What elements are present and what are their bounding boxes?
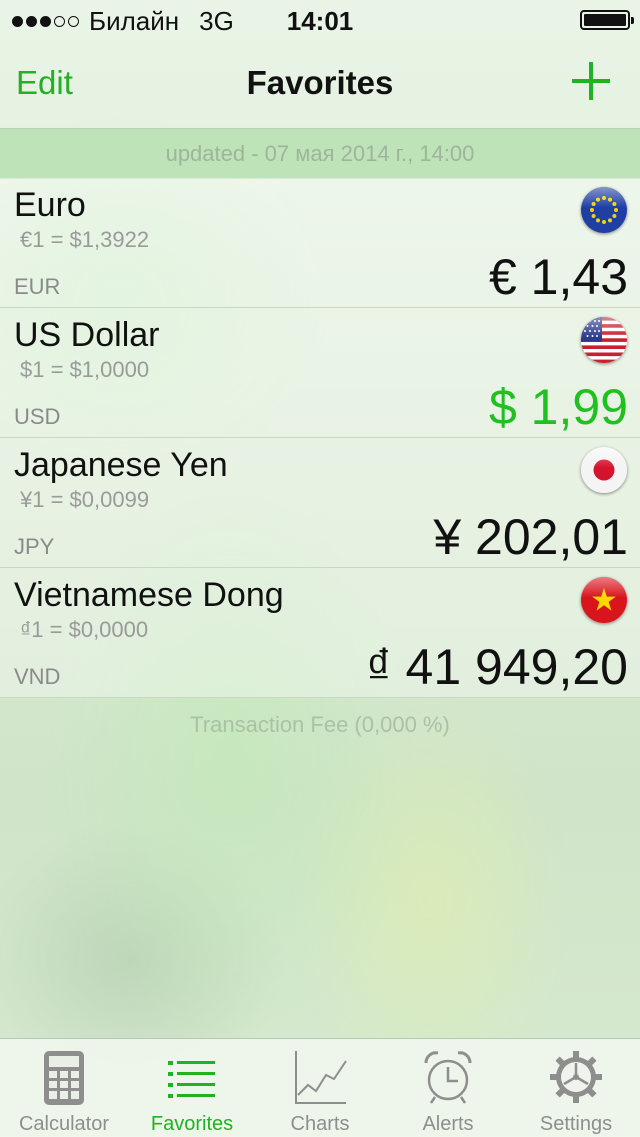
network-type: 3G <box>199 6 234 36</box>
chart-icon <box>295 1051 347 1104</box>
signal-strength-icon <box>12 16 79 27</box>
vietnam-flag-icon <box>581 577 627 623</box>
tab-label: Charts <box>290 1113 350 1135</box>
tab-label: Alerts <box>422 1113 474 1135</box>
updated-banner: updated - 07 мая 2014 г., 14:00 <box>0 128 640 179</box>
status-bar: Билайн 3G 14:01 <box>0 0 640 40</box>
navigation-bar: Edit Favorites <box>0 40 640 128</box>
currency-code: JPY <box>14 534 55 559</box>
currency-row-usd[interactable]: US Dollar $1 = $1,0000 USD $ 1,99 <box>0 308 640 438</box>
tab-label: Settings <box>539 1113 613 1135</box>
tab-label: Favorites <box>150 1113 234 1135</box>
tab-alerts[interactable]: Alerts <box>384 1039 512 1137</box>
page-title: Favorites <box>246 64 394 101</box>
currency-code: USD <box>14 404 61 429</box>
alarm-clock-icon <box>424 1051 472 1104</box>
currency-rate: €1 = $1,3922 <box>20 227 150 252</box>
us-flag-icon <box>581 317 627 363</box>
currency-rate: ¥1 = $0,0099 <box>20 487 150 512</box>
eu-flag-icon <box>581 187 627 233</box>
status-left: Билайн 3G <box>12 6 234 37</box>
transaction-fee-label: Transaction Fee (0,000 %) <box>190 712 450 737</box>
battery-icon <box>580 10 634 30</box>
currency-value: ¥ 202,01 <box>433 509 628 565</box>
plus-icon[interactable] <box>572 62 610 100</box>
japan-flag-icon <box>581 447 627 493</box>
tab-favorites[interactable]: Favorites <box>128 1039 256 1137</box>
currency-value: ₫ 41 949,20 <box>366 639 628 695</box>
tab-settings[interactable]: Settings <box>512 1039 640 1137</box>
currency-name: Euro <box>14 186 86 224</box>
edit-button[interactable]: Edit <box>16 64 73 101</box>
currency-value: $ 1,99 <box>488 379 628 435</box>
currency-row-vnd[interactable]: Vietnamese Dong ₫1 = $0,0000 VND ₫ 41 94… <box>0 568 640 698</box>
tab-bar: Calculator Favorites Charts Ale <box>0 1038 640 1137</box>
calculator-icon <box>44 1051 84 1105</box>
currency-row-eur[interactable]: Euro €1 = $1,3922 EUR € 1,43 <box>0 178 640 308</box>
list-icon <box>168 1061 215 1098</box>
tab-calculator[interactable]: Calculator <box>0 1039 128 1137</box>
currency-code: VND <box>14 664 61 689</box>
status-time: 14:01 <box>286 6 354 36</box>
currency-code: EUR <box>14 274 61 299</box>
currency-rate: $1 = $1,0000 <box>20 357 150 382</box>
tab-charts[interactable]: Charts <box>256 1039 384 1137</box>
favorites-list: Euro €1 = $1,3922 EUR € 1,43 US Dollar $… <box>0 178 640 698</box>
currency-name: US Dollar <box>14 316 160 354</box>
carrier-name: Билайн <box>89 6 180 36</box>
gear-icon <box>550 1051 602 1103</box>
currency-name: Vietnamese Dong <box>14 576 284 614</box>
currency-row-jpy[interactable]: Japanese Yen ¥1 = $0,0099 JPY ¥ 202,01 <box>0 438 640 568</box>
tab-label: Calculator <box>18 1113 110 1135</box>
currency-rate: ₫1 = $0,0000 <box>20 617 149 642</box>
currency-value: € 1,43 <box>488 249 628 305</box>
currency-name: Japanese Yen <box>14 446 228 484</box>
